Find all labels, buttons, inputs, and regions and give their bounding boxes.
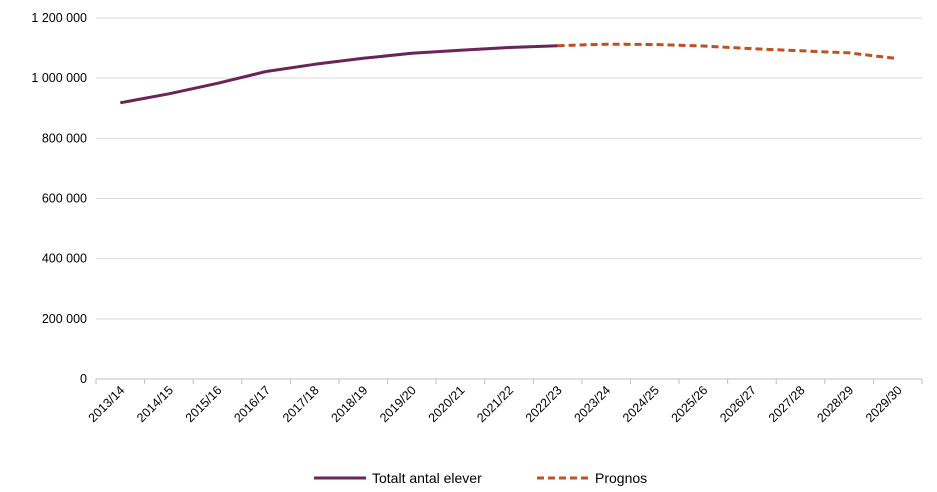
x-tick-label: 2019/20 [377,383,419,425]
y-tick-label: 0 [80,372,87,386]
x-tick-label: 2017/18 [280,383,322,425]
series-line-forecast [557,42,898,61]
legend-label: Totalt antal elever [372,470,482,486]
y-tick-label: 1 000 000 [31,71,87,85]
x-tick-label: 2021/22 [474,383,516,425]
x-tick-label: 2029/30 [863,383,905,425]
x-tick-label: 2018/19 [329,383,371,425]
y-tick-label: 600 000 [42,192,87,206]
y-tick-label: 400 000 [42,252,87,266]
series-lines [120,42,898,105]
x-tick-label: 2027/28 [766,383,808,425]
x-tick-label: 2025/26 [669,383,711,425]
x-tick-label: 2028/29 [814,383,856,425]
legend: Totalt antal elever Prognos [314,470,647,486]
x-axis: 2013/14 2014/15 2015/16 2016/17 2017/18 2018/… [86,379,923,425]
x-tick-label: 2013/14 [86,383,128,425]
x-tick-label: 2014/15 [134,383,176,425]
x-tick-label: 2020/21 [426,383,468,425]
x-tick-label: 2016/17 [231,383,273,425]
gridlines [96,17,922,380]
y-axis: 0 200 000 400 000 600 000 800 000 1 000 000 1 … [31,11,87,386]
legend-label: Prognos [595,470,647,486]
y-tick-label: 1 200 000 [31,11,87,25]
x-tick-label: 2015/16 [183,383,225,425]
x-tick-label: 2024/25 [620,383,662,425]
x-tick-label: 2022/23 [523,383,565,425]
x-tick-label: 2023/24 [571,383,613,425]
series-line-actual [120,44,558,105]
x-tick-label: 2026/27 [717,383,759,425]
y-tick-label: 200 000 [42,312,87,326]
y-tick-label: 800 000 [42,131,87,145]
